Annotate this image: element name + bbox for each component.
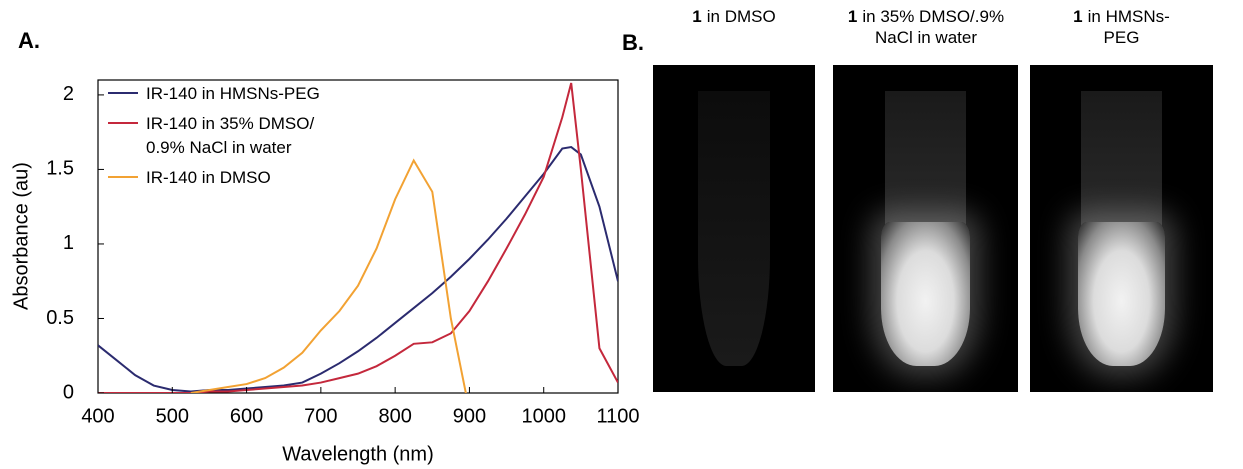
legend-swatch [108,122,138,124]
y-axis-label: Absorbance (au) [10,162,32,310]
series-line [98,82,618,393]
x-tick-label: 500 [156,405,189,427]
x-tick-label: 1100 [596,405,639,427]
y-tick-label: 0 [63,381,74,403]
x-tick-label: 700 [304,405,337,427]
caption: 1 in 35% DMSO/.9% NaCl in water [826,6,1026,48]
y-tick-label: 1 [63,232,74,254]
legend-label: IR-140 in HMSNs-PEG [146,84,320,103]
x-tick-label: 600 [230,405,263,427]
glow [1077,221,1166,366]
caption-bold: 1 [847,7,858,26]
x-tick-label: 400 [81,405,114,427]
caption-text: in 35% DMSO/.9% NaCl in water [862,7,1005,47]
fluorescence-image [1030,65,1213,392]
caption-text: in DMSO [706,7,776,26]
caption-bold: 1 [692,7,702,26]
caption: 1 in HMSNs- PEG [1030,6,1213,48]
tube [698,91,770,366]
legend-item: IR-140 in 35% DMSO/ 0.9% NaCl in water [108,112,320,160]
legend-item: IR-140 in HMSNs-PEG [108,82,320,106]
x-tick-label: 800 [378,405,411,427]
caption: 1 in DMSO [653,6,815,27]
fluorescence-image [833,65,1018,392]
y-tick-label: 0.5 [46,307,74,329]
caption-bold: 1 [1073,7,1083,26]
legend-item: IR-140 in DMSO [108,166,320,190]
panel-label: A. [18,28,40,53]
x-tick-label: 1000 [521,405,566,427]
fluorescence-image [653,65,815,392]
legend-label: IR-140 in DMSO [146,168,271,187]
y-tick-label: 1.5 [46,158,74,180]
plot-frame [97,79,619,394]
line-chart: Wavelength (nm) Absorbance (au) 400 500 60… [10,79,640,465]
legend-swatch [108,92,138,94]
x-tick-label: 900 [453,405,486,427]
glow [881,221,970,366]
legend: IR-140 in HMSNs-PEG IR-140 in 35% DMSO/ 0… [108,82,320,196]
panel-label: B. [622,30,644,55]
series-line [190,158,467,393]
x-axis-label: Wavelength (nm) [282,443,434,465]
y-tick-label: 2 [63,83,74,105]
legend-swatch [108,176,138,178]
legend-label: IR-140 in 35% DMSO/ 0.9% NaCl in water [146,114,315,157]
caption-text: in HMSNs- PEG [1087,7,1170,47]
